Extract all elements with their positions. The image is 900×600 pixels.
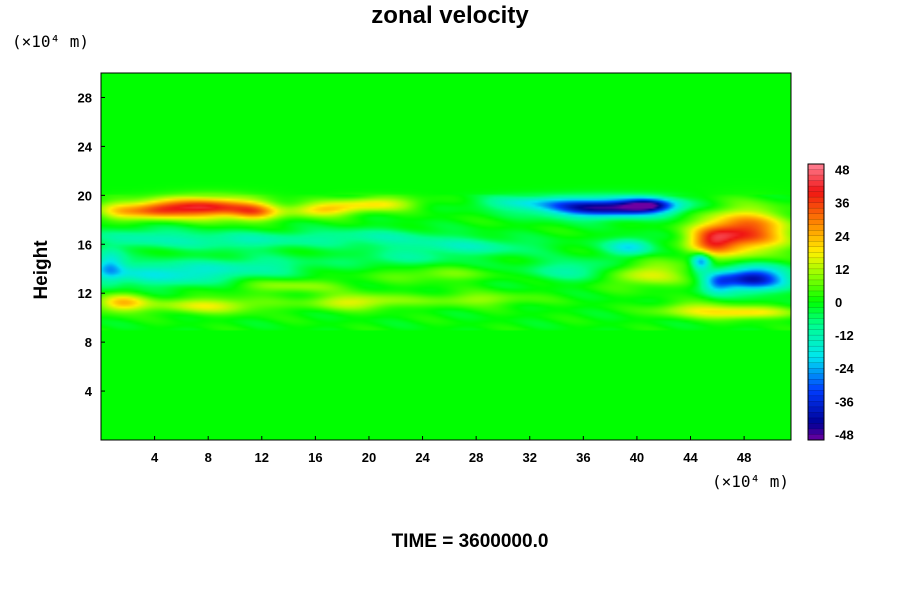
colorbar-tick-label: -12 [835,328,854,343]
colorbar-segment [807,235,825,242]
y-tick-label: 12 [78,286,92,301]
colorbar-tick-label: -24 [835,361,855,376]
y-tick-label: 16 [78,237,92,252]
colorbar-segment [807,379,825,386]
colorbar-segment [807,263,825,270]
y-axis-ticks: 4 8 12 16 20 24 28 [78,90,105,399]
colorbar-segment [807,301,825,309]
colorbar-segment [807,384,825,391]
plot-frame [100,72,792,441]
heatmap-field [101,73,791,440]
colorbar-segment [807,401,825,408]
colorbar-frame [807,163,825,441]
colorbar-segment [807,174,825,182]
colorbar-segment [807,285,825,292]
colorbar-segment [807,323,825,331]
colorbar-segment [807,296,825,303]
colorbar-segment [807,406,825,413]
colorbar-segment [807,412,825,419]
x-tick-label: 44 [683,450,698,465]
colorbar-segment [807,191,825,198]
colorbar-segment [807,274,825,281]
x-tick-label: 4 [151,450,159,465]
colorbar-segment [807,224,825,231]
colorbar-segment [807,218,825,226]
colorbar-segment [807,257,825,264]
colorbar-segment [807,252,825,259]
y-tick-label: 20 [78,188,92,203]
colorbar-tick-label: 48 [835,163,849,178]
colorbar-segment [807,373,825,380]
colorbar-tick-label: 36 [835,196,849,211]
colorbar-tick-label: -48 [835,427,854,442]
y-tick-label: 4 [85,384,93,399]
colorbar-segment [807,202,825,209]
colorbar-segment [807,185,825,193]
x-tick-label: 40 [630,450,644,465]
colorbar-tick-label: 24 [835,229,850,244]
time-footer: TIME = 3600000.0 [391,531,549,552]
colorbar-segment [807,207,825,215]
colorbar-segment [807,351,825,358]
x-axis-ticks: 4 8 12 16 20 24 28 32 36 40 44 48 [151,436,751,465]
x-tick-label: 48 [737,450,751,465]
colorbar-segment [807,230,825,237]
colorbar-segment [807,180,825,187]
y-tick-label: 24 [78,139,93,154]
colorbar-segment [807,340,825,347]
y-tick-label: 8 [85,335,92,350]
x-axis-unit: (×10⁴ m) [712,472,790,491]
colorbar-segment [807,334,825,342]
x-tick-label: 20 [362,450,376,465]
x-tick-label: 32 [523,450,537,465]
colorbar-tick-label: -36 [835,394,854,409]
colorbar-segment [807,345,825,353]
x-tick-label: 28 [469,450,483,465]
colorbar-segment [807,312,825,320]
x-tick-label: 36 [576,450,590,465]
colorbar-tick-label: 0 [835,295,842,310]
colorbar-segment [807,196,825,204]
colorbar-segment [807,318,825,325]
y-axis-unit: (×10⁴ m) [12,32,90,51]
x-tick-label: 8 [205,450,212,465]
x-tick-label: 16 [308,450,322,465]
chart-title: zonal velocity [371,2,529,29]
colorbar-tick-label: 12 [835,262,849,277]
colorbar-segment [807,163,825,171]
colorbar-segment [807,423,825,430]
colorbar-segment [807,395,825,402]
colorbar-segment [807,417,825,424]
x-tick-label: 12 [255,450,269,465]
y-tick-label: 28 [78,90,92,105]
colorbar-segment [807,390,825,397]
colorbar-segment [807,362,825,369]
colorbar-segment [807,246,825,253]
x-tick-label: 24 [415,450,430,465]
colorbar-segment [807,368,825,375]
colorbar-segment [807,434,825,441]
colorbar-segment [807,279,825,286]
colorbar-segment [807,290,825,297]
colorbar-segment [807,241,825,248]
colorbar-segment [807,329,825,336]
colorbar-segment [807,307,825,314]
colorbar-segment [807,357,825,364]
colorbar-segment [807,268,825,275]
colorbar: 48 36 24 12 0 -12 -24 -36 -48 [807,163,855,442]
colorbar-segment [807,428,825,435]
colorbar-segment [807,213,825,220]
colorbar-segment [807,169,825,176]
